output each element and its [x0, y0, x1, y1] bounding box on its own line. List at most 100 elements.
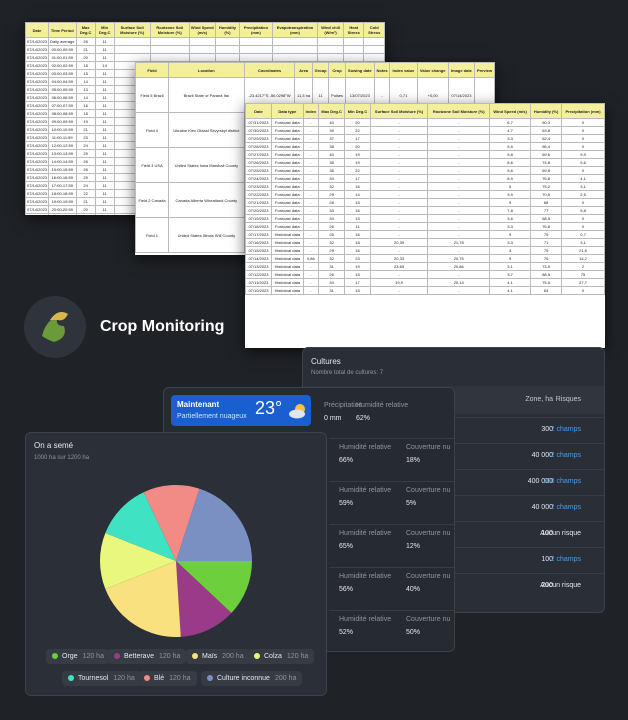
cell: Aucun risque [540, 582, 581, 589]
legend-label: Colza [264, 653, 282, 660]
cell: 27,7 [561, 278, 605, 287]
cell: Field 1 [135, 217, 170, 253]
cell: - [302, 150, 319, 159]
header-cell: Max Deg.C [75, 22, 96, 38]
cell: 07/24/2023 [245, 174, 272, 183]
cell: 11 [94, 189, 115, 198]
cell: 07/16/2023 [245, 238, 272, 247]
cell: Historical data [270, 270, 304, 279]
cell: 18:00-18:59 [48, 189, 77, 198]
cell: Forecast data [270, 142, 304, 151]
cell: - [369, 134, 429, 143]
header-cell: Surface Soil Moisture (%) [113, 22, 151, 38]
cell: 07/14/2023 [25, 197, 50, 206]
cell: 07/14/2023 [25, 133, 50, 142]
sown-panel: On a semé 1000 ha sur 1200 ha Orge 120 ha… [25, 432, 327, 696]
row: 07/14/2023 01:00-01:59 20 11 [25, 53, 385, 62]
row: 07/30/2023 Forecast data -39 22- -4,7 63,8 0 [245, 126, 605, 135]
cell: 13 [344, 214, 371, 223]
cell: 22 [75, 189, 96, 198]
cell: Field 2 Canada [135, 182, 170, 218]
cell: - [427, 286, 491, 295]
cell [343, 45, 365, 54]
cell: 07/14/2023 [25, 85, 50, 94]
cell: 0 [561, 286, 605, 295]
cell: 29 [317, 190, 346, 199]
cell: 11 [94, 117, 115, 126]
cell: 07/30/2023 [245, 126, 272, 135]
cell: 15:00-15:59 [48, 165, 77, 174]
cell: 76 [530, 254, 563, 263]
legend-item: Colza 120 ha [248, 649, 315, 664]
header-cell: Heat Stress [343, 22, 365, 38]
cell [343, 53, 365, 62]
cell [113, 53, 151, 62]
cell: 07/29/2023 [245, 134, 272, 143]
pie-slice [176, 561, 252, 614]
legend-item: Blé 120 ha [138, 671, 197, 686]
cell: 15 [344, 270, 371, 279]
cell: 100 [541, 556, 553, 563]
cell: 11 [94, 53, 115, 62]
cell [238, 37, 273, 46]
cell: 17:00-17:59 [48, 181, 77, 190]
cell: 32 [317, 238, 346, 247]
cell: 5% [406, 500, 417, 507]
cell: - [369, 174, 429, 183]
cell: 07/14/2023 [25, 157, 50, 166]
cell: 07/14/2023 [25, 101, 50, 110]
cell: 15 [75, 69, 96, 78]
cell: - [369, 230, 429, 239]
cell: 11 [94, 205, 115, 214]
cell: 100 [541, 530, 553, 537]
cell [188, 45, 216, 54]
cell: 75,2 [530, 182, 563, 191]
cell: 5,6 [489, 166, 532, 175]
row: 07/22/2023 Forecast data -29 14- -3,9 70,5 2,5 [245, 190, 605, 199]
cell: 15 [344, 198, 371, 207]
cell: Couverture nu [406, 616, 451, 623]
cell: 69,6 [530, 150, 563, 159]
legend-label: Blé [154, 675, 165, 682]
cell: 76,8 [530, 174, 563, 183]
header-row: Field Location Coordinates Area Group Crop Sow… [135, 62, 495, 78]
header-cell: Rootzone Soil Moisture (%) [149, 22, 190, 38]
cell: 20,14 [427, 278, 491, 287]
row: 07/14/2023 Historical data 0,86 32 23 20,33 20… [245, 254, 605, 263]
cell: Aucun risque [540, 530, 581, 537]
cell: 2,5 [561, 190, 605, 199]
cell: 68,5 [530, 214, 563, 223]
cell [317, 37, 345, 46]
cell: 11 [94, 93, 115, 102]
cell: Canada Alberta Wheatland County [168, 182, 245, 218]
legend-dot [192, 652, 198, 659]
precip-label: Précipitation [324, 402, 363, 409]
cell: 200 [541, 582, 553, 589]
legend-item: Tournesol 120 ha [62, 671, 141, 686]
cell: - [427, 222, 491, 231]
cell: 07/14/2023 [25, 69, 50, 78]
header-cell: Humidity (%) [530, 103, 563, 119]
cell: 25 [75, 149, 96, 158]
cell: 07/14/2023 [25, 141, 50, 150]
header-cell: Wind Speed (m/s) [489, 103, 532, 119]
cell: - [302, 126, 319, 135]
cell: 11 [94, 69, 115, 78]
chart-subtitle: 1000 ha sur 1200 ha [34, 455, 90, 461]
pie-slice [176, 488, 252, 561]
cell: 68 [530, 198, 563, 207]
cell: 18 [75, 61, 96, 70]
cell: 0 [561, 222, 605, 231]
header-cell: Rootzone Soil Moisture (%) [427, 103, 491, 119]
header-cell: Image date [447, 62, 476, 78]
pie-slice [105, 492, 176, 561]
cell: 06:00-06:59 [48, 93, 77, 102]
cell [363, 37, 385, 46]
cell: 18% [406, 457, 421, 464]
cell: 07/14/2023 [25, 205, 50, 214]
header-cell: Time Period [48, 22, 77, 38]
cell: 0 [561, 142, 605, 151]
header-cell: Min Deg.C [344, 103, 371, 119]
cell: 07/14/2023 [25, 173, 50, 182]
header-cell: Surface Soil Moisture (%) [369, 103, 429, 119]
